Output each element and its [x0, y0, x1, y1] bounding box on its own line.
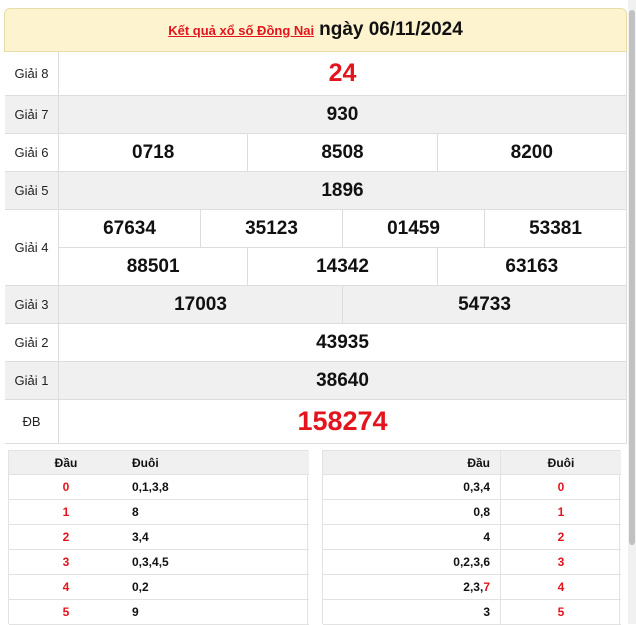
head-table: Đầu Đuôi 0 0,1,3,8 1 8 2 3,4 3 0,3,4,5 4 0,2 5 9 [8, 450, 309, 625]
header-link[interactable]: Kết quả xổ số Đồng Nai [168, 22, 315, 38]
tail-table: Đầu Đuôi 0,3,4 0 0,8 1 4 2 0,2,3,6 3 2,3, 7 4 3 5 [322, 450, 621, 625]
column-header: Đầu [9, 451, 123, 475]
prize-number: 24 [59, 52, 627, 96]
prize-label: Giải 6 [5, 134, 59, 172]
head-digit: 1 [9, 500, 123, 525]
prize-number: 67634 [59, 210, 201, 248]
prize-number: 0718 [59, 134, 249, 172]
tail-digit: 3 [501, 550, 621, 575]
tail-digit: 5 [501, 600, 621, 625]
digit-segment: 0,2,3,6 [453, 555, 490, 569]
prize-number: 17003 [59, 286, 343, 324]
head-digits: 2,3, 7 [323, 575, 501, 600]
prize-number: 158274 [59, 400, 627, 444]
column-header: Đuôi [501, 451, 621, 475]
digit-segment: 0,8 [473, 505, 490, 519]
prize-number: 35123 [201, 210, 343, 248]
prize-number: 54733 [343, 286, 627, 324]
tail-digit: 4 [501, 575, 621, 600]
scrollbar-thumb[interactable] [629, 10, 635, 545]
prize-label: Giải 3 [5, 286, 59, 324]
prize-label: Giải 7 [5, 96, 59, 134]
tail-digit: 0 [501, 475, 621, 500]
head-digits: 4 [323, 525, 501, 550]
tail-digits: 0,3,4,5 [123, 550, 309, 575]
tail-digit: 1 [501, 500, 621, 525]
prize-label: Giải 1 [5, 362, 59, 400]
prize-number: 88501 [59, 248, 249, 286]
header: Kết quả xổ số Đồng Nai ngày 06/11/2024 [4, 8, 627, 52]
prize-label: Giải 8 [5, 52, 59, 96]
head-digit: 3 [9, 550, 123, 575]
prize-label: Giải 5 [5, 172, 59, 210]
head-digits: 0,8 [323, 500, 501, 525]
head-digit: 0 [9, 475, 123, 500]
prize-number: 930 [59, 96, 627, 134]
tail-digits: 0,1,3,8 [123, 475, 309, 500]
tail-digits: 8 [123, 500, 309, 525]
prize-label: ĐB [5, 400, 59, 444]
prize-label: Giải 4 [5, 210, 59, 286]
column-header: Đầu [323, 451, 501, 475]
digit-segment: 3 [483, 605, 490, 619]
head-digit: 5 [9, 600, 123, 625]
prize-number: 63163 [437, 248, 627, 286]
head-digit: 2 [9, 525, 123, 550]
prize-number: 01459 [343, 210, 485, 248]
tail-digits: 3,4 [123, 525, 309, 550]
prize-number: 1896 [59, 172, 627, 210]
prize-number: 8508 [248, 134, 438, 172]
tail-digit: 2 [501, 525, 621, 550]
digit-segment: 4 [483, 530, 490, 544]
header-date: ngày 06/11/2024 [319, 19, 463, 40]
column-header: Đuôi [123, 451, 309, 475]
head-digit: 4 [9, 575, 123, 600]
digit-segment: 7 [483, 580, 490, 594]
prize-number: 53381 [485, 210, 627, 248]
prize-label: Giải 2 [5, 324, 59, 362]
prize-number: 14342 [248, 248, 438, 286]
prize-number: 38640 [59, 362, 627, 400]
tail-digits: 9 [123, 600, 309, 625]
head-digits: 0,2,3,6 [323, 550, 501, 575]
prize-number: 8200 [437, 134, 627, 172]
head-digits: 0,3,4 [323, 475, 501, 500]
digit-segment: 2,3, [463, 580, 484, 594]
tail-digits: 0,2 [123, 575, 309, 600]
digit-segment: 0,3,4 [463, 480, 490, 494]
prize-number: 43935 [59, 324, 627, 362]
head-digits: 3 [323, 600, 501, 625]
